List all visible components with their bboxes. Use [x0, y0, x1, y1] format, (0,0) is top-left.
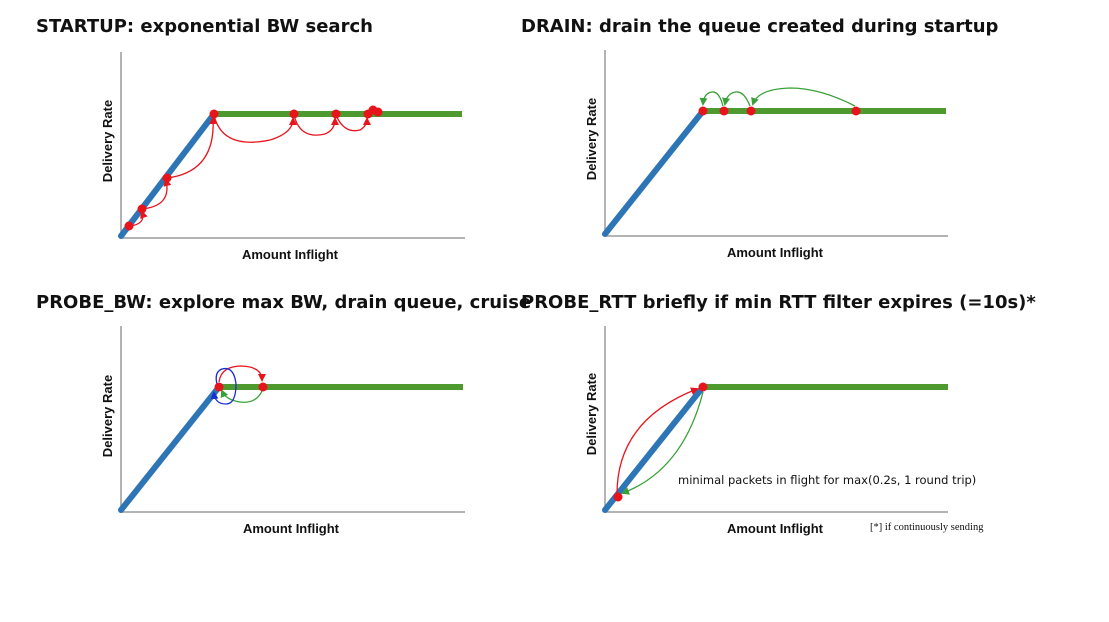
probe-down-arrow	[220, 389, 263, 403]
startup-arrow	[141, 178, 172, 210]
state-point	[331, 109, 341, 119]
state-point	[851, 106, 861, 116]
y-axis-label: Delivery Rate	[100, 100, 115, 182]
drain-arrow	[722, 91, 751, 107]
rising-line	[118, 384, 222, 513]
startup-arrow	[335, 114, 371, 132]
y-axis-label: Delivery Rate	[584, 98, 599, 180]
probe-up-arrow	[218, 365, 266, 383]
x-axis-label: Amount Inflight	[727, 521, 824, 536]
state-point	[698, 382, 708, 392]
state-point	[698, 106, 708, 116]
rising-line	[602, 384, 706, 513]
probe-bw-chart: Delivery Rate Amount Inflight	[100, 326, 465, 536]
cruise-loop-arrow	[210, 367, 237, 405]
probe-rtt-chart: minimal packets in flight for max(0.2s, …	[584, 326, 984, 536]
probe-rtt-down-arrow	[621, 391, 704, 495]
state-point	[137, 204, 147, 214]
drain-chart: Delivery Rate Amount Inflight	[584, 50, 948, 260]
drain-title: DRAIN: drain the queue created during st…	[521, 16, 999, 37]
startup-chart: Delivery Rate Amount Inflight	[100, 52, 465, 262]
footnote: [*] if continuously sending	[870, 522, 984, 533]
startup-arrow	[293, 114, 339, 136]
startup-arrow	[166, 116, 218, 179]
rising-line	[602, 108, 706, 237]
state-point	[162, 173, 172, 183]
startup-title: STARTUP: exponential BW search	[36, 16, 373, 37]
x-axis-label: Amount Inflight	[727, 245, 824, 260]
state-point	[214, 382, 224, 392]
probe-rtt-note: minimal packets in flight for max(0.2s, …	[678, 473, 976, 487]
drain-arrow	[751, 87, 856, 107]
probe-bw-title: PROBE_BW: explore max BW, drain queue, c…	[36, 292, 532, 313]
probe-rtt-up-arrow	[616, 387, 699, 495]
state-point	[373, 107, 383, 117]
state-point	[209, 109, 219, 119]
state-point	[289, 109, 299, 119]
y-axis-label: Delivery Rate	[100, 375, 115, 457]
state-point	[719, 106, 729, 116]
startup-arrow	[213, 114, 297, 143]
probe-rtt-title: PROBE_RTT briefly if min RTT filter expi…	[521, 292, 1036, 313]
y-axis-label: Delivery Rate	[584, 373, 599, 455]
state-point	[613, 492, 623, 502]
x-axis-label: Amount Inflight	[242, 247, 339, 262]
state-point	[258, 382, 268, 392]
drain-arrow	[699, 91, 724, 107]
state-point	[124, 221, 134, 231]
state-point	[746, 106, 756, 116]
x-axis-label: Amount Inflight	[243, 521, 340, 536]
